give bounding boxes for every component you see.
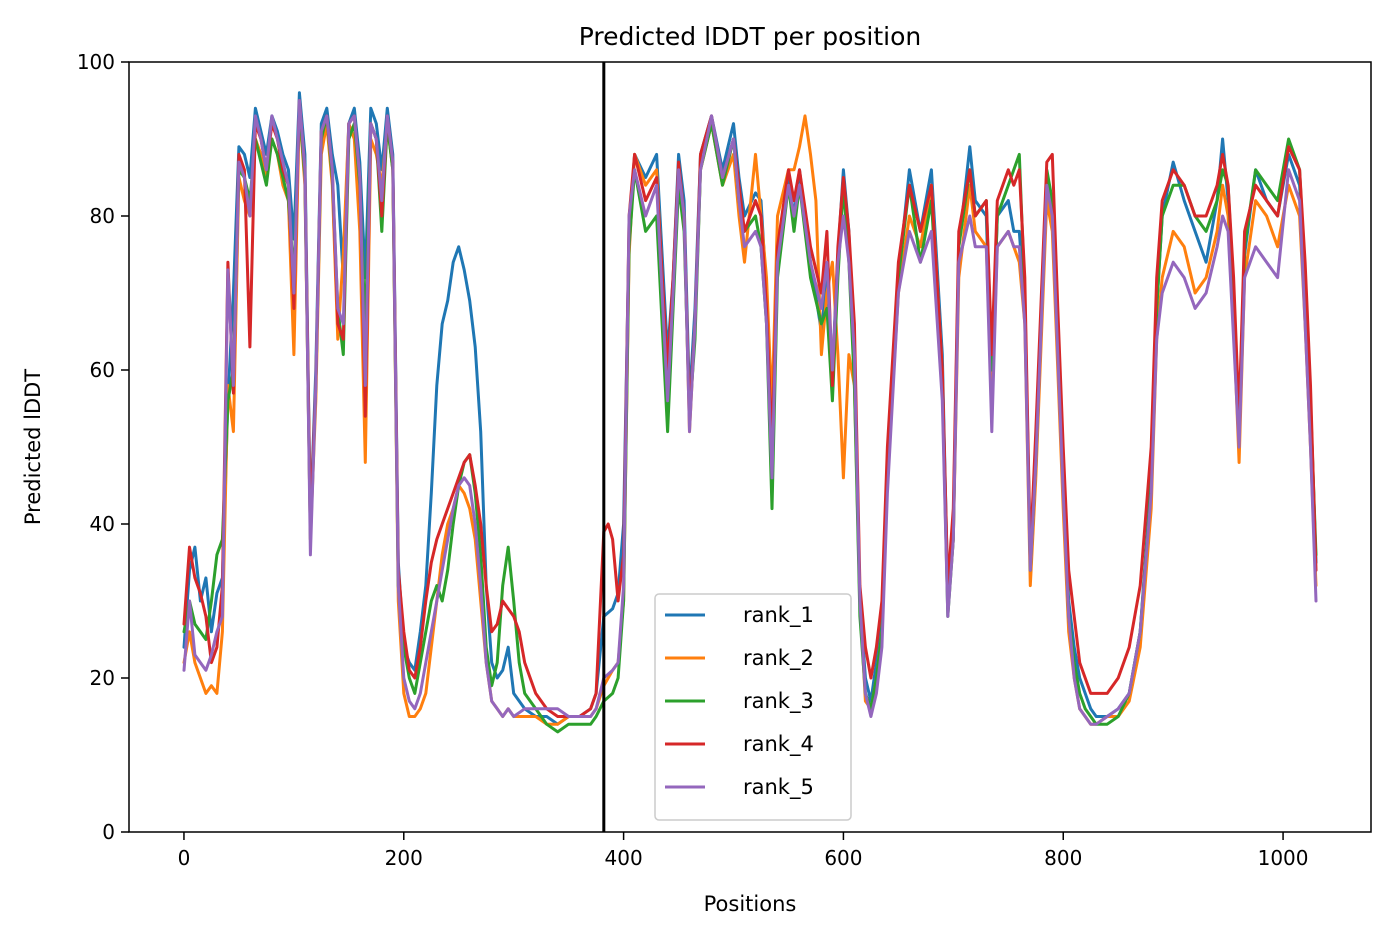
y-tick-label: 60 bbox=[90, 358, 115, 382]
series-layer bbox=[182, 91, 1318, 734]
legend-label-rank_1: rank_1 bbox=[743, 603, 814, 628]
y-tick-label: 100 bbox=[77, 50, 115, 74]
y-axis-title: Predicted lDDT bbox=[21, 369, 45, 525]
chart-title: Predicted lDDT per position bbox=[579, 22, 921, 51]
x-tick-label: 800 bbox=[1044, 846, 1082, 870]
x-tick-label: 600 bbox=[824, 846, 862, 870]
y-tick-label: 80 bbox=[90, 204, 115, 228]
y-tick-label: 40 bbox=[90, 512, 115, 536]
y-axis: 0 20 40 60 80 100 bbox=[77, 50, 129, 844]
x-tick-label: 0 bbox=[178, 846, 191, 870]
legend-label-rank_3: rank_3 bbox=[743, 689, 814, 714]
x-axis: 0 200 400 600 800 1000 bbox=[178, 832, 1309, 870]
x-tick-label: 1000 bbox=[1258, 846, 1309, 870]
legend-label-rank_5: rank_5 bbox=[743, 775, 814, 800]
x-tick-label: 200 bbox=[385, 846, 423, 870]
series-line-rank_5 bbox=[182, 99, 1318, 726]
x-tick-label: 400 bbox=[605, 846, 643, 870]
x-axis-title: Positions bbox=[704, 892, 797, 916]
legend-label-rank_2: rank_2 bbox=[743, 646, 814, 671]
legend-box bbox=[654, 593, 852, 821]
legend-label-rank_4: rank_4 bbox=[743, 732, 814, 757]
legend: rank_1 rank_2 rank_3 rank_4 rank_5 bbox=[654, 593, 852, 821]
plot-area-frame bbox=[128, 61, 1372, 833]
y-tick-label: 0 bbox=[102, 820, 115, 844]
y-tick-label: 20 bbox=[90, 666, 115, 690]
